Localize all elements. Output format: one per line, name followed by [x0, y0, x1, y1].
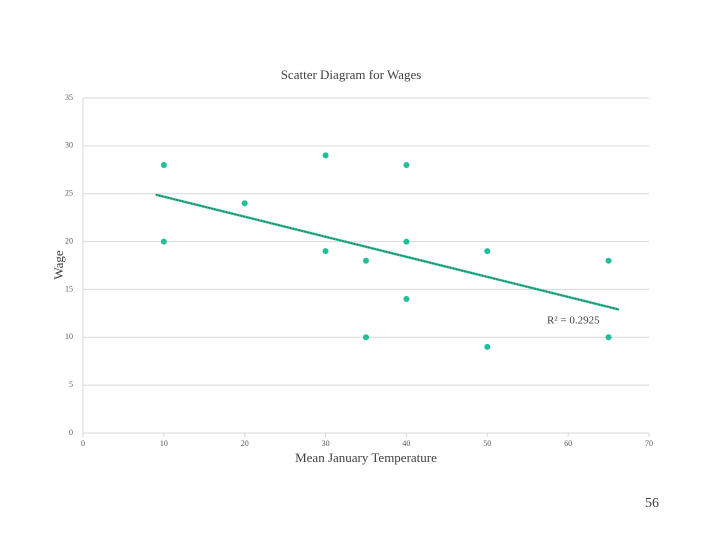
y-tick-label: 20	[65, 236, 73, 245]
point	[160, 162, 167, 168]
trendline	[155, 193, 620, 311]
x-tick-label: 50	[483, 439, 491, 448]
x-tick-label: 60	[564, 439, 572, 448]
x-tick-label: 30	[322, 439, 330, 448]
point	[363, 257, 369, 264]
y-tick-label: 5	[69, 380, 73, 389]
y-tick-label: 10	[65, 332, 73, 341]
point	[484, 343, 491, 350]
x-tick-label: 10	[160, 439, 168, 448]
y-tick-label: 15	[65, 284, 73, 293]
point	[322, 152, 329, 159]
x-axis-label: Mean January Temperature	[295, 450, 437, 465]
x-tick-label: 40	[402, 439, 410, 448]
y-tick-label: 25	[65, 189, 73, 198]
trendline-label: R² = 0.2925	[547, 315, 600, 327]
y-tick-label: 0	[69, 428, 73, 437]
x-tick-label: 0	[81, 439, 85, 448]
chart-title: Scatter Diagram for Wages	[281, 67, 422, 82]
point	[605, 334, 612, 341]
y-tick-label: 35	[65, 93, 73, 102]
point	[605, 257, 612, 264]
point	[322, 248, 329, 255]
point	[241, 200, 248, 207]
y-tick-label: 30	[65, 141, 73, 150]
point	[403, 162, 410, 168]
x-tick-label: 20	[241, 439, 249, 448]
point	[363, 334, 369, 341]
page-number: 56	[645, 496, 659, 511]
y-axis-label: Wage	[51, 250, 66, 279]
point	[160, 238, 167, 245]
x-tick-label: 70	[645, 439, 653, 448]
point	[403, 296, 410, 302]
point	[403, 238, 410, 245]
point	[484, 248, 491, 255]
